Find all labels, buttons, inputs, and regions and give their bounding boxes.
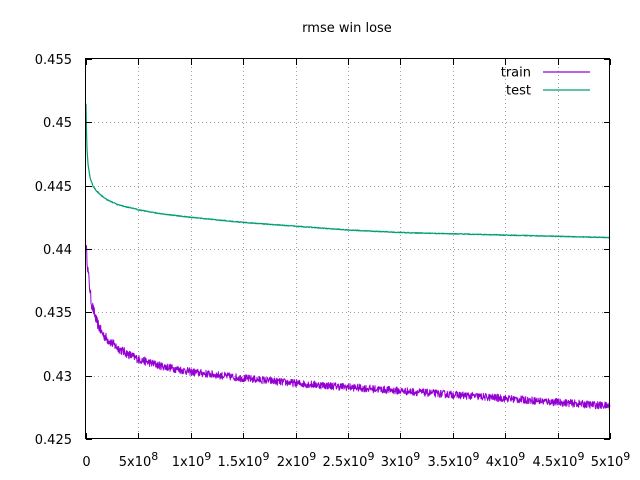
x-tick-label: 4.5x109	[533, 450, 585, 470]
y-tick-label: 0.455	[35, 53, 72, 68]
y-axis-labels: 0.425 0.43 0.435 0.44 0.445 0.45 0.455	[35, 53, 72, 448]
x-tick-label-base: 0	[82, 455, 90, 470]
x-tick-label-base: 3.5x10	[428, 455, 473, 470]
y-tick-label: 0.425	[35, 433, 72, 448]
x-tick-label-exponent: 9	[413, 450, 420, 463]
x-tick-label-base: 4.5x10	[533, 455, 578, 470]
x-tick-label-base: 1x10	[172, 455, 205, 470]
x-tick-label: 5x109	[591, 450, 631, 470]
y-tick-label: 0.43	[43, 370, 72, 385]
x-tick-label-exponent: 9	[472, 450, 479, 463]
x-tick-label-exponent: 9	[623, 450, 630, 463]
y-tick-label: 0.435	[35, 306, 72, 321]
x-axis-labels: 0 5x108 1x109 1.5x109 2x109 2.5x109 3x109 3.5x1…	[82, 450, 630, 470]
grid	[86, 59, 610, 439]
x-tick-label-base: 1.5x10	[218, 455, 263, 470]
series-line-train	[85, 244, 611, 411]
x-tick-label-exponent: 9	[577, 450, 584, 463]
x-tick-label: 4x109	[486, 450, 526, 470]
legend-label-test: test	[506, 84, 531, 99]
x-tick-label: 3.5x109	[428, 450, 480, 470]
x-tick-label-base: 5x10	[591, 455, 624, 470]
x-tick-label-base: 5x10	[119, 455, 152, 470]
x-tick-label-exponent: 9	[204, 450, 211, 463]
x-tick-label: 1.5x109	[218, 450, 270, 470]
plot-frame	[85, 58, 610, 439]
x-tick-label-exponent: 9	[518, 450, 525, 463]
x-tick-label-base: 4x10	[486, 455, 519, 470]
x-tick-label: 2x109	[277, 450, 317, 470]
x-tick-label: 2.5x109	[323, 450, 375, 470]
x-tick-label: 0	[82, 455, 90, 470]
x-tick-label: 3x109	[381, 450, 421, 470]
y-tick-label: 0.44	[43, 243, 72, 258]
x-tick-label-exponent: 8	[151, 450, 158, 463]
axis-ticks	[86, 59, 611, 440]
plot-series	[85, 103, 611, 411]
chart-title: rmse win lose	[302, 21, 392, 36]
x-tick-label-base: 2x10	[277, 455, 310, 470]
series-line-test	[85, 103, 611, 239]
y-tick-label: 0.445	[35, 180, 72, 195]
x-tick-label-exponent: 9	[367, 450, 374, 463]
legend-label-train: train	[501, 66, 531, 81]
x-tick-label: 1x109	[172, 450, 212, 470]
legend: train test	[501, 66, 590, 99]
x-tick-label-exponent: 9	[262, 450, 269, 463]
x-tick-label-base: 2.5x10	[323, 455, 368, 470]
x-tick-label: 5x108	[119, 450, 159, 470]
x-tick-label-base: 3x10	[381, 455, 414, 470]
y-tick-label: 0.45	[43, 116, 72, 131]
x-tick-label-exponent: 9	[309, 450, 316, 463]
